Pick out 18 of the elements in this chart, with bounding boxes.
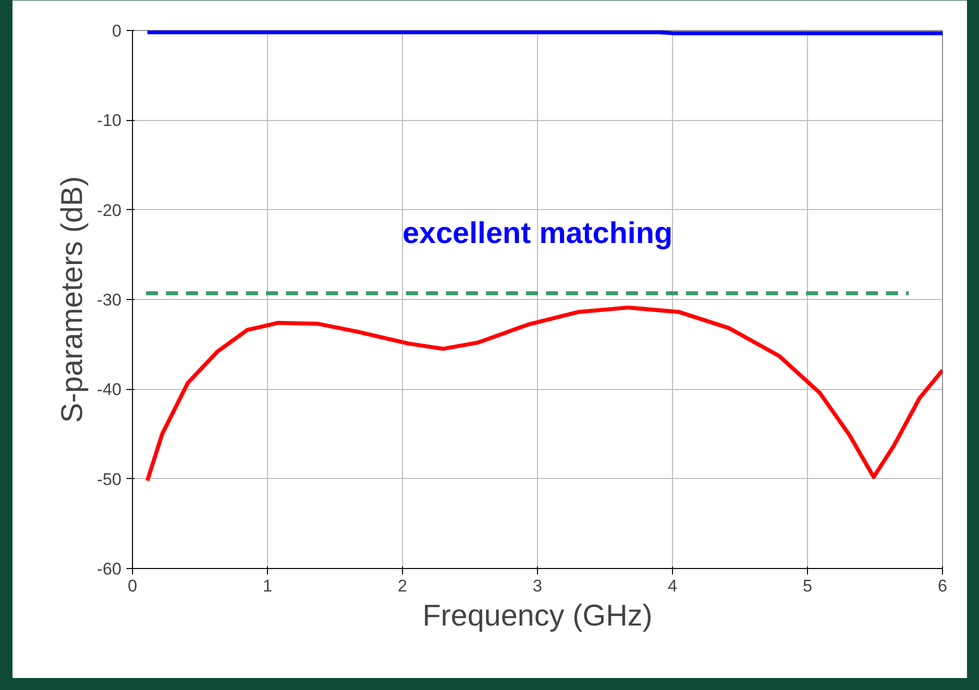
- y-tick-label: -20: [96, 200, 122, 220]
- line-series: [145, 306, 942, 483]
- x-tick-label: 0: [128, 576, 138, 596]
- x-tick-label: 4: [668, 576, 678, 596]
- x-tick-label: 3: [532, 576, 542, 596]
- y-tick-label: 0: [112, 22, 122, 40]
- x-tick-label: 6: [938, 576, 948, 596]
- annotation: excellent matching: [402, 217, 673, 250]
- y-tick-label: -40: [96, 380, 122, 400]
- y-tick-label: -10: [96, 111, 122, 130]
- x-axis-title: Frequency (GHz): [422, 600, 653, 632]
- y-tick-label: -50: [96, 470, 122, 489]
- y-tick-label: -30: [96, 290, 122, 310]
- x-tick-label: 2: [398, 576, 408, 596]
- y-tick-label: -60: [96, 560, 122, 578]
- x-tick-label: 5: [802, 576, 812, 596]
- x-tick-label: 1: [262, 576, 272, 596]
- y-axis-title: S-parameters (dB): [56, 176, 89, 423]
